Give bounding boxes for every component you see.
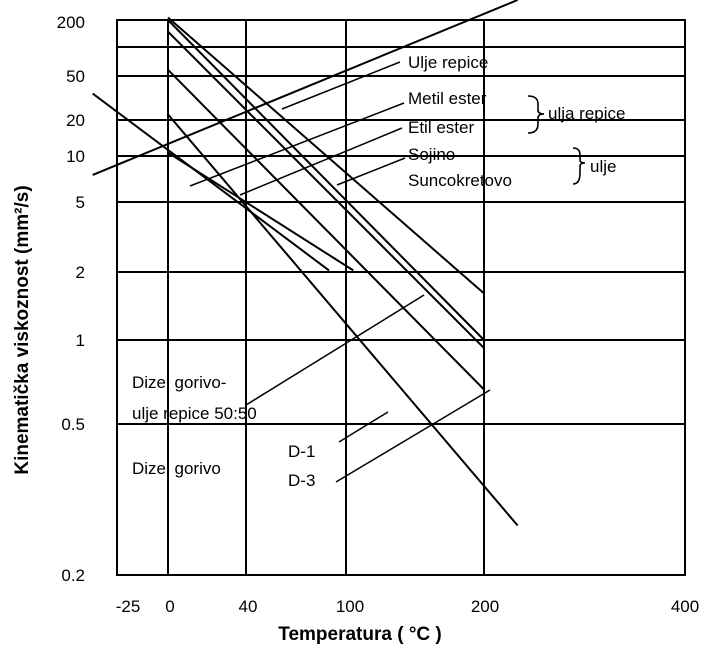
braces	[527, 95, 586, 185]
y-tick-label-200: 200	[57, 13, 85, 32]
leader-metil-ester	[189, 102, 405, 187]
label-ulja-repice: ulja repice	[548, 104, 626, 123]
x-tick-label-40: 40	[239, 597, 258, 616]
label-sojino: Sojino	[408, 145, 455, 164]
series-line-4	[167, 30, 485, 349]
series-line-6	[92, 0, 518, 176]
x-axis-title: Temperatura ( °C )	[278, 624, 442, 645]
y-gridlines	[117, 46, 685, 425]
y-tick-label-10: 10	[66, 147, 85, 166]
plot-frame	[116, 19, 686, 576]
leader-d3	[335, 389, 491, 483]
label-ulje: ulje	[590, 157, 616, 176]
y-tick-label-0.5: 0.5	[61, 415, 85, 434]
label-etil-ester: Etil ester	[408, 118, 474, 137]
leader-d1	[338, 411, 389, 443]
series-layer	[92, 0, 519, 527]
label-dizel-mix-line1: Dizel gorivo-	[132, 373, 226, 392]
x-tick-label--25: -25	[116, 597, 141, 616]
label-metil-ester: Metil ester	[408, 89, 487, 108]
y-tick-label-1: 1	[76, 331, 85, 350]
label-ulje-repice: Ulje repice	[408, 53, 488, 72]
y-tick-label-50: 50	[66, 67, 85, 86]
leader-sojino	[336, 157, 406, 186]
leader-lines	[189, 61, 491, 483]
x-tick-label-0: 0	[165, 597, 174, 616]
label-dizel-gorivo: Dizel gorivo	[132, 459, 221, 478]
brace-ulje	[572, 147, 586, 185]
series-line-5	[167, 113, 519, 527]
y-tick-label-0.2: 0.2	[61, 566, 85, 585]
series-labels: Ulje repice Metil ester Etil ester ulja …	[132, 53, 626, 490]
label-d1: D-1	[288, 442, 315, 461]
y-axis-title: Kinematička viskoznost (mm²/s)	[12, 185, 33, 474]
leader-ulje-repice	[281, 61, 401, 110]
leader-dizel-mix	[245, 294, 425, 406]
y-tick-label-20: 20	[66, 111, 85, 130]
label-dizel-mix-line2: ulje repice 50:50	[132, 404, 257, 423]
y-tick-labels: 200 50 20 10 5 2 1 0.5 0.2	[57, 13, 85, 585]
x-tick-label-100: 100	[336, 597, 364, 616]
leader-etil-ester	[239, 127, 403, 196]
y-tick-label-5: 5	[76, 193, 85, 212]
x-tick-labels: -25 0 40 100 200 400	[116, 597, 699, 616]
series-line-0	[167, 16, 485, 295]
label-suncokretovo: Suncokretovo	[408, 171, 512, 190]
x-tick-label-200: 200	[471, 597, 499, 616]
y-tick-label-2: 2	[76, 263, 85, 282]
label-d3: D-3	[288, 471, 315, 490]
brace-ulja-repice	[527, 95, 545, 134]
series-line-7	[167, 151, 354, 272]
x-tick-label-400: 400	[671, 597, 699, 616]
series-line-3	[167, 19, 485, 341]
series-line-2	[92, 92, 330, 272]
